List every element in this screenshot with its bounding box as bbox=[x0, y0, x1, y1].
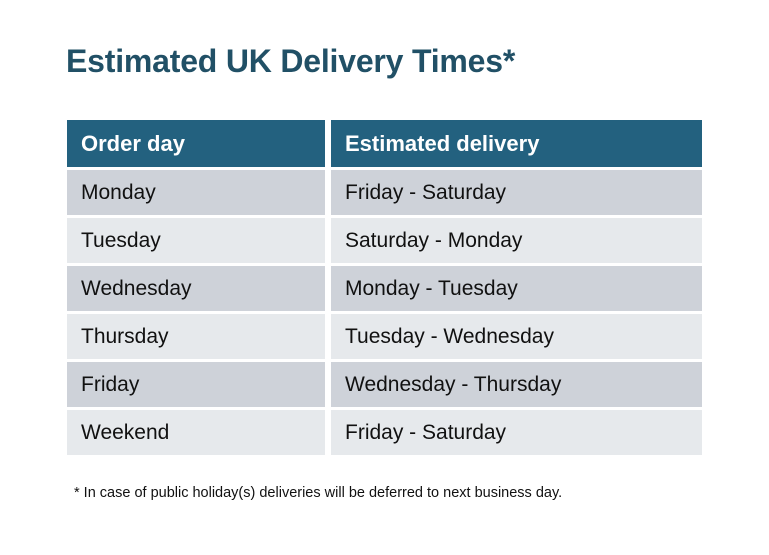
table-row: Monday Friday - Saturday bbox=[67, 170, 702, 215]
cell-order-day: Tuesday bbox=[67, 218, 325, 263]
table-row: Tuesday Saturday - Monday bbox=[67, 218, 702, 263]
footnote: * In case of public holiday(s) deliverie… bbox=[74, 485, 563, 501]
cell-estimated-delivery: Monday - Tuesday bbox=[331, 266, 702, 311]
table-row: Thursday Tuesday - Wednesday bbox=[67, 314, 702, 359]
delivery-times-table: Order day Estimated delivery Monday Frid… bbox=[67, 120, 702, 455]
table-header-row: Order day Estimated delivery bbox=[67, 120, 702, 167]
cell-estimated-delivery: Friday - Saturday bbox=[331, 170, 702, 215]
table-row: Weekend Friday - Saturday bbox=[67, 410, 702, 455]
column-header-order-day: Order day bbox=[67, 120, 325, 167]
cell-order-day: Wednesday bbox=[67, 266, 325, 311]
cell-estimated-delivery: Wednesday - Thursday bbox=[331, 362, 702, 407]
page-title: Estimated UK Delivery Times* bbox=[66, 43, 516, 79]
cell-estimated-delivery: Saturday - Monday bbox=[331, 218, 702, 263]
column-header-estimated-delivery: Estimated delivery bbox=[331, 120, 702, 167]
cell-order-day: Weekend bbox=[67, 410, 325, 455]
cell-estimated-delivery: Friday - Saturday bbox=[331, 410, 702, 455]
cell-order-day: Thursday bbox=[67, 314, 325, 359]
cell-estimated-delivery: Tuesday - Wednesday bbox=[331, 314, 702, 359]
cell-order-day: Monday bbox=[67, 170, 325, 215]
table-row: Friday Wednesday - Thursday bbox=[67, 362, 702, 407]
table-row: Wednesday Monday - Tuesday bbox=[67, 266, 702, 311]
cell-order-day: Friday bbox=[67, 362, 325, 407]
